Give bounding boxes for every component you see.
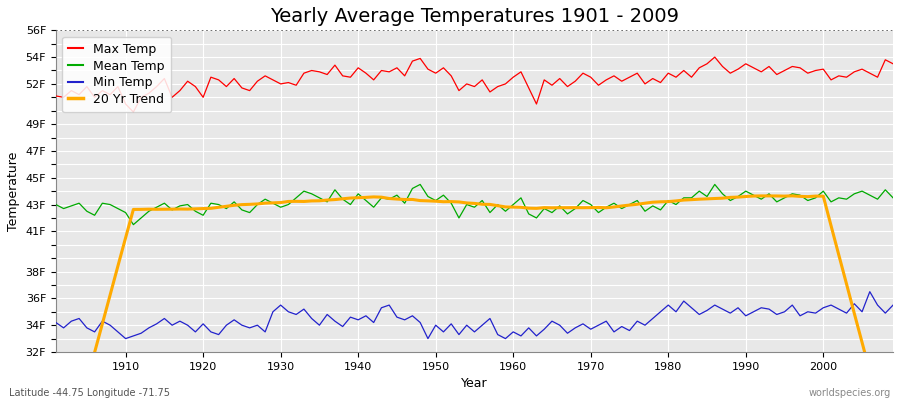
Title: Yearly Average Temperatures 1901 - 2009: Yearly Average Temperatures 1901 - 2009	[270, 7, 679, 26]
Legend: Max Temp, Mean Temp, Min Temp, 20 Yr Trend: Max Temp, Mean Temp, Min Temp, 20 Yr Tre…	[62, 36, 171, 112]
Text: Latitude -44.75 Longitude -71.75: Latitude -44.75 Longitude -71.75	[9, 388, 170, 398]
Text: worldspecies.org: worldspecies.org	[809, 388, 891, 398]
Y-axis label: Temperature: Temperature	[7, 152, 20, 231]
X-axis label: Year: Year	[461, 377, 488, 390]
